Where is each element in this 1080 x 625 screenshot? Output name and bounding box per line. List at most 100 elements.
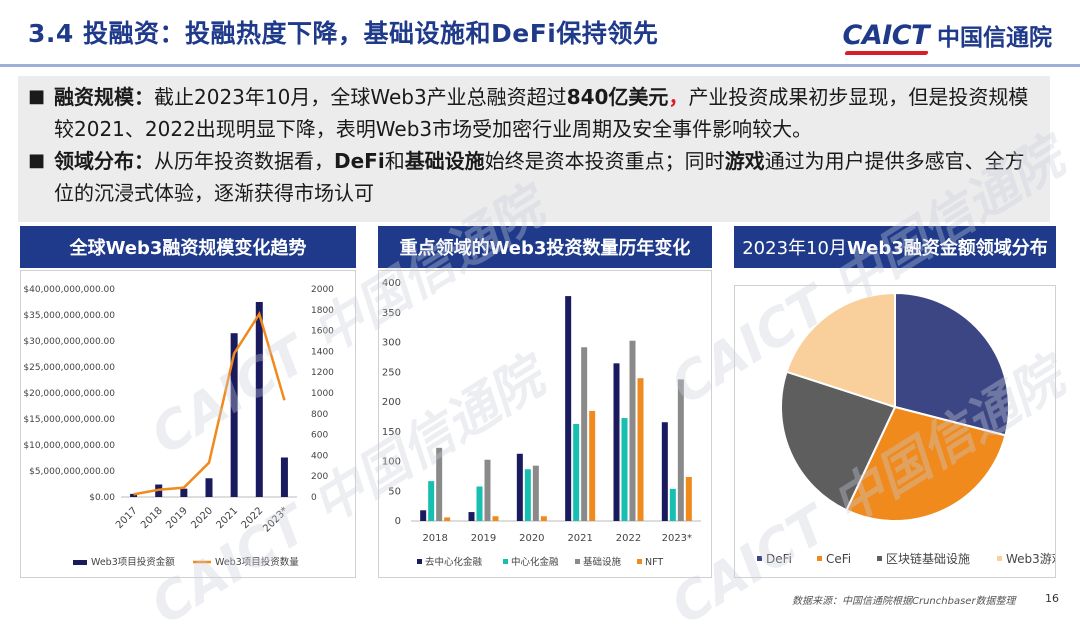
legend-label: 基础设施 bbox=[583, 556, 622, 568]
bar-3 bbox=[492, 516, 499, 521]
chart3-panel: DeFi CeFi 区块链基础设施 Web3游戏 bbox=[734, 285, 1064, 578]
legend-swatch bbox=[997, 556, 1002, 561]
y-tick-label: 150 bbox=[382, 427, 401, 438]
slide-header: 3.4 投融资：投融热度下降，基础设施和DeFi保持领先 CAICT 中国信通院 bbox=[0, 0, 1080, 67]
y-tick-label: 200 bbox=[382, 397, 401, 408]
y-right-tick-label: 1800 bbox=[311, 306, 334, 316]
bar-3 bbox=[637, 378, 644, 521]
y-left-tick-label: $15,000,000,000.00 bbox=[23, 415, 115, 425]
y-tick-label: 100 bbox=[382, 457, 401, 468]
y-right-tick-label: 200 bbox=[311, 472, 328, 482]
bar-2 bbox=[677, 379, 684, 521]
y-right-tick-label: 0 bbox=[311, 493, 317, 503]
bar-1 bbox=[524, 469, 531, 521]
bar-2 bbox=[581, 347, 588, 521]
y-left-tick-label: $30,000,000,000.00 bbox=[23, 337, 115, 347]
bar-1 bbox=[669, 488, 676, 521]
legend-label: Web3项目投资金额 bbox=[91, 556, 175, 568]
bar-0 bbox=[565, 296, 572, 521]
bar-0 bbox=[613, 363, 620, 521]
y-right-tick-label: 1400 bbox=[311, 347, 334, 357]
chart2-title: 重点领域的Web3投资数量历年变化 bbox=[378, 226, 712, 268]
pie-slice bbox=[845, 405, 1007, 522]
legend-label: 去中心化金融 bbox=[425, 556, 483, 568]
x-tick-label: 2023* bbox=[662, 533, 692, 544]
y-left-tick-label: $0.00 bbox=[89, 493, 115, 503]
y-left-tick-label: $25,000,000,000.00 bbox=[23, 363, 115, 373]
x-tick-label: 2022 bbox=[616, 533, 641, 544]
caict-logo: CAICT 中国信通院 bbox=[843, 18, 1052, 55]
bar-2 bbox=[484, 459, 491, 521]
legend-swatch-bar bbox=[73, 560, 87, 565]
bar-2 bbox=[629, 340, 636, 521]
bar-1 bbox=[621, 418, 628, 521]
pie-slice bbox=[780, 370, 897, 512]
bar-3 bbox=[444, 517, 451, 521]
bar-0 bbox=[661, 422, 668, 521]
legend-swatch bbox=[637, 559, 642, 564]
chart1-panel: $0.00 $5,000,000,000.00 $10,000,000,000.00… bbox=[20, 270, 356, 578]
y-right-tick-label: 2000 bbox=[311, 285, 334, 295]
y-right-tick-label: 400 bbox=[311, 451, 328, 461]
legend-label: Web3游戏 bbox=[1006, 552, 1055, 566]
y-tick-label: 50 bbox=[388, 486, 401, 497]
header-divider bbox=[0, 64, 1080, 67]
square-bullet-icon: ■ bbox=[28, 86, 46, 107]
legend-swatch bbox=[817, 556, 822, 561]
legend-swatch bbox=[757, 556, 762, 561]
logo-en-text: CAICT bbox=[843, 20, 929, 55]
bar-funding-amount bbox=[205, 478, 213, 497]
x-tick-label: 2019 bbox=[164, 505, 190, 531]
bullet-financing-scale: ■ 融资规模：截止2023年10月，全球Web3产业总融资超过840亿美元，产业… bbox=[28, 81, 1040, 145]
logo-cn-text: 中国信通院 bbox=[937, 25, 1052, 51]
page-number: 16 bbox=[1045, 592, 1059, 605]
bar-2 bbox=[532, 465, 539, 521]
square-bullet-icon: ■ bbox=[28, 150, 46, 171]
legend-label: CeFi bbox=[826, 552, 851, 566]
bar-1 bbox=[573, 424, 580, 521]
x-tick-label: 2017 bbox=[114, 505, 140, 531]
pie-slice bbox=[894, 291, 1010, 437]
bar-1 bbox=[428, 481, 435, 521]
bar-1 bbox=[476, 486, 483, 521]
legend-swatch bbox=[877, 556, 882, 561]
bar-funding-amount bbox=[130, 493, 138, 497]
bullet-panel: ■ 融资规模：截止2023年10月，全球Web3产业总融资超过840亿美元，产业… bbox=[18, 76, 1050, 222]
y-right-tick-label: 1600 bbox=[311, 327, 334, 337]
bar-3 bbox=[589, 410, 596, 521]
funding-trend-chart: $0.00 $5,000,000,000.00 $10,000,000,000.00… bbox=[23, 285, 334, 568]
y-right-tick-label: 1200 bbox=[311, 368, 334, 378]
x-tick-label: 2018 bbox=[422, 533, 447, 544]
bar-3 bbox=[540, 516, 547, 521]
bar-2 bbox=[436, 447, 443, 521]
bullet-label: 融资规模： bbox=[54, 85, 154, 109]
y-tick-label: 300 bbox=[382, 338, 401, 349]
bar-0 bbox=[420, 510, 427, 521]
y-right-tick-label: 600 bbox=[311, 431, 328, 441]
y-tick-label: 350 bbox=[382, 308, 401, 319]
chart3-title: 2023年10月 Web3融资金额领域分布 bbox=[734, 226, 1056, 268]
bar-3 bbox=[685, 476, 692, 521]
y-left-tick-label: $40,000,000,000.00 bbox=[23, 285, 115, 295]
y-tick-label: 250 bbox=[382, 367, 401, 378]
legend-label: NFT bbox=[645, 557, 663, 568]
bar-funding-amount bbox=[180, 488, 188, 497]
y-left-tick-label: $20,000,000,000.00 bbox=[23, 389, 115, 399]
legend-label: DeFi bbox=[766, 552, 792, 566]
x-tick-label: 2020 bbox=[519, 533, 544, 544]
legend-label: Web3项目投资数量 bbox=[215, 556, 299, 568]
legend-swatch bbox=[575, 559, 580, 564]
pie-slice bbox=[785, 291, 896, 409]
y-left-tick-label: $35,000,000,000.00 bbox=[23, 311, 115, 321]
line-project-count bbox=[133, 310, 286, 496]
legend-swatch bbox=[503, 559, 508, 564]
bar-0 bbox=[516, 453, 523, 521]
chart2-panel: 0 50 100 150 200 250 300 350 400 2018 2019 2020 2021… bbox=[378, 270, 712, 578]
y-right-tick-label: 800 bbox=[311, 410, 328, 420]
bullet-label: 领域分布： bbox=[54, 149, 154, 173]
x-tick-label: 2021 bbox=[214, 505, 240, 531]
bar-funding-amount bbox=[255, 302, 263, 497]
sector-count-chart: 0 50 100 150 200 250 300 350 400 2018 2019 2020 2021… bbox=[382, 278, 701, 568]
bar-funding-amount bbox=[230, 333, 238, 497]
bar-0 bbox=[468, 512, 475, 521]
